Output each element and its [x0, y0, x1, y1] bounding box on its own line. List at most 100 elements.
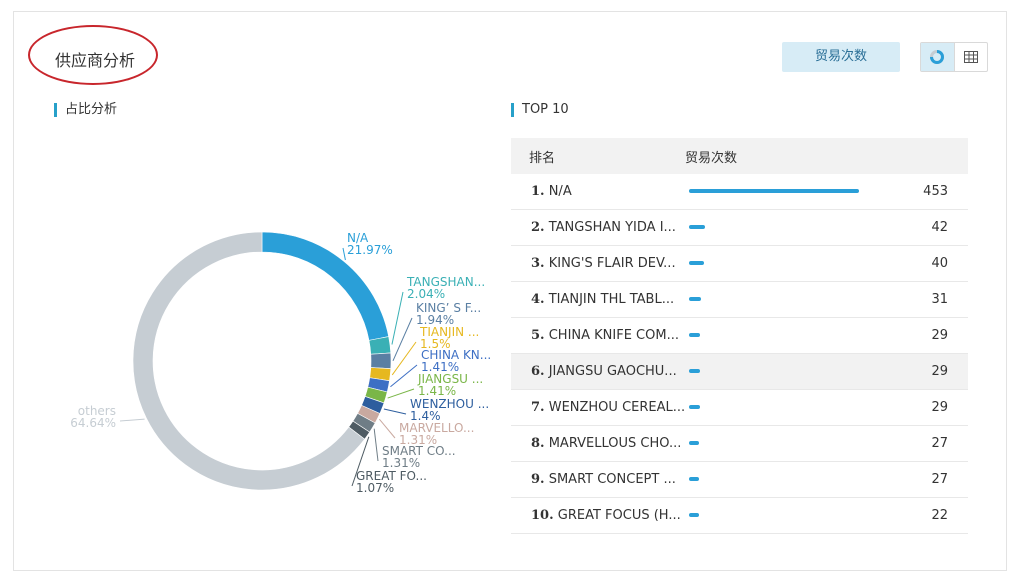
trade-count-bar-track	[689, 405, 859, 410]
donut-leader-line-5	[387, 388, 415, 399]
rank-number: 5.	[531, 328, 545, 343]
supplier-name: 1. N/A	[511, 184, 689, 199]
supplier-label: N/A	[544, 184, 572, 199]
donut-slice-label-10: others	[78, 404, 116, 418]
trade-count-bar	[689, 477, 700, 481]
table-row[interactable]: 4. TIANJIN THL TABL... 31	[511, 282, 968, 318]
rank-number: 2.	[531, 220, 545, 235]
supplier-label: TANGSHAN YIDA I...	[544, 220, 676, 235]
rank-number: 3.	[531, 256, 545, 271]
title-highlight-ring	[28, 25, 158, 85]
supplier-label: MARVELLOUS CHO...	[544, 436, 682, 451]
supplier-name: 8. MARVELLOUS CHO...	[511, 436, 689, 451]
donut-slice-label-7: MARVELLO...	[399, 421, 474, 435]
table-row[interactable]: 1. N/A 453	[511, 174, 968, 210]
trade-count-button[interactable]: 贸易次数	[782, 42, 900, 72]
trade-count-value: 27	[931, 472, 948, 487]
rank-number: 4.	[531, 292, 545, 307]
donut-leader-line-3	[391, 341, 417, 376]
donut-slice-label-9: GREAT FO...	[356, 469, 427, 483]
table-row[interactable]: 3. KING'S FLAIR DEV... 40	[511, 246, 968, 282]
supplier-label: GREAT FOCUS (H...	[553, 508, 681, 523]
supplier-label: SMART CONCEPT ...	[544, 472, 676, 487]
top10-table-header: 排名 贸易次数	[511, 138, 968, 174]
rank-column-header: 排名	[529, 150, 556, 166]
donut-leader-line-4	[390, 364, 418, 388]
trade-count-value: 31	[931, 292, 948, 307]
trade-count-bar-track	[689, 225, 859, 230]
donut-leader-line-8	[373, 428, 379, 462]
trade-count-bar	[689, 333, 700, 337]
donut-leader-line-2	[392, 317, 413, 362]
donut-slice-10[interactable]	[132, 231, 366, 491]
trade-count-bar	[689, 225, 705, 229]
supplier-name: 2. TANGSHAN YIDA I...	[511, 220, 689, 235]
rank-number: 10.	[531, 508, 554, 523]
rank-number: 8.	[531, 436, 545, 451]
donut-slice-pct-4: 1.41%	[421, 360, 459, 374]
supplier-name: 4. TIANJIN THL TABL...	[511, 292, 689, 307]
supplier-name: 10. GREAT FOCUS (H...	[511, 508, 689, 523]
trade-count-bar	[689, 405, 700, 409]
table-icon[interactable]	[953, 43, 988, 71]
trade-count-bar	[689, 513, 699, 517]
donut-slice-pct-2: 1.94%	[416, 313, 454, 327]
donut-slice-pct-5: 1.41%	[418, 384, 456, 398]
supplier-name: 5. CHINA KNIFE COM...	[511, 328, 689, 343]
rank-number: 7.	[531, 400, 545, 415]
trade-count-bar	[689, 189, 859, 193]
top10-table: 排名 贸易次数 1. N/A 453 2. TANGSHAN YIDA I... 42…	[511, 138, 968, 534]
trade-count-value: 27	[931, 436, 948, 451]
supplier-name: 6. JIANGSU GAOCHU...	[511, 364, 689, 379]
trade-count-bar-track	[689, 333, 859, 338]
donut-slice-pct-8: 1.31%	[382, 456, 420, 470]
donut-slice-2[interactable]	[370, 352, 392, 370]
supplier-name: 3. KING'S FLAIR DEV...	[511, 256, 689, 271]
donut-slice-pct-1: 2.04%	[407, 287, 445, 301]
donut-slice-pct-7: 1.31%	[399, 433, 437, 447]
donut-leader-line-6	[383, 408, 407, 415]
trade-count-bar-track	[689, 261, 859, 266]
supplier-name: 7. WENZHOU CEREAL...	[511, 400, 689, 415]
trade-count-bar-track	[689, 441, 859, 446]
trade-count-bar-track	[689, 189, 859, 194]
table-row[interactable]: 8. MARVELLOUS CHO... 27	[511, 426, 968, 462]
trade-count-bar	[689, 261, 704, 265]
donut-leader-line-10	[119, 418, 145, 422]
share-analysis-title: 占比分析	[54, 103, 117, 117]
supplier-label: JIANGSU GAOCHU...	[544, 364, 677, 379]
table-row[interactable]: 5. CHINA KNIFE COM... 29	[511, 318, 968, 354]
donut-slice-label-4: CHINA KN...	[421, 348, 491, 362]
trade-count-bar-track	[689, 297, 859, 302]
donut-slice-pct-10: 64.64%	[70, 416, 116, 430]
table-row[interactable]: 7. WENZHOU CEREAL... 29	[511, 390, 968, 426]
table-row[interactable]: 10. GREAT FOCUS (H... 22	[511, 498, 968, 534]
donut-leader-line-9	[351, 436, 370, 487]
trade-count-value: 22	[931, 508, 948, 523]
donut-leader-line-0	[342, 247, 346, 261]
donut-leader-line-7	[378, 418, 396, 439]
table-row[interactable]: 2. TANGSHAN YIDA I... 42	[511, 210, 968, 246]
donut-chart-icon[interactable]	[921, 43, 954, 71]
trade-count-bar-track	[689, 477, 859, 482]
trade-count-bar	[689, 441, 700, 445]
table-row[interactable]: 6. JIANGSU GAOCHU... 29	[511, 354, 968, 390]
donut-slice-label-0: N/A	[347, 231, 369, 245]
supplier-label: TIANJIN THL TABL...	[544, 292, 675, 307]
trade-count-value: 29	[931, 364, 948, 379]
supplier-share-donut-chart: N/A21.97% TANGSHAN...2.04%KING’ S F...1.9…	[70, 231, 491, 495]
trade-count-value: 40	[931, 256, 948, 271]
supplier-label: KING'S FLAIR DEV...	[544, 256, 676, 271]
donut-slice-label-8: SMART CO...	[382, 444, 456, 458]
trade-count-bar	[689, 369, 700, 373]
supplier-analysis-panel	[13, 11, 1007, 571]
view-toggle	[920, 42, 988, 72]
trade-count-bar-track	[689, 513, 859, 518]
trade-count-value: 29	[931, 400, 948, 415]
donut-slice-label-6: WENZHOU ...	[410, 397, 489, 411]
donut-slice-label-5: JIANGSU ...	[417, 372, 483, 386]
top10-title: TOP 10	[511, 103, 569, 117]
trade-count-value: 42	[931, 220, 948, 235]
table-row[interactable]: 9. SMART CONCEPT ... 27	[511, 462, 968, 498]
rank-number: 1.	[531, 184, 545, 199]
